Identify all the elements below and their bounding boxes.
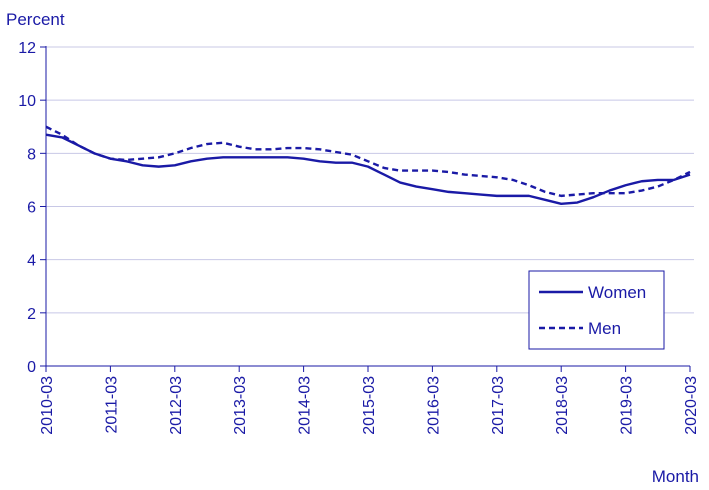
y-tick-label-6: 6 [27, 200, 36, 217]
x-tick-label-2011-03: 2011-03 [103, 376, 120, 434]
x-tick-label-2017-03: 2017-03 [490, 376, 507, 435]
x-tick-label-2018-03: 2018-03 [554, 376, 571, 435]
x-tick-label-2015-03: 2015-03 [361, 376, 378, 435]
y-tick-label-4: 4 [27, 253, 36, 270]
x-tick-label-2016-03: 2016-03 [425, 376, 442, 435]
y-tick-label-10: 10 [18, 93, 36, 110]
legend: Women Men [528, 270, 665, 350]
x-tick-label-2019-03: 2019-03 [619, 376, 636, 435]
x-tick-label-2010-03: 2010-03 [39, 376, 56, 435]
y-tick-label-2: 2 [27, 306, 36, 323]
x-tick-labels: 2010-03 2011-03 2012-03 2013-03 2014-03 2015-… [39, 366, 700, 435]
y-tick-label-8: 8 [27, 146, 36, 163]
y-tick-labels: 0 2 4 6 8 10 12 [18, 40, 46, 376]
legend-label-men: Men [588, 319, 621, 338]
y-axis-title: Percent [6, 10, 65, 29]
x-tick-label-2014-03: 2014-03 [297, 376, 314, 435]
series-line-women [45, 133, 691, 206]
x-axis-title: Month [652, 467, 699, 486]
y-tick-label-12: 12 [18, 40, 36, 57]
series-line-men [45, 125, 691, 198]
legend-box [528, 270, 665, 350]
x-tick-label-2012-03: 2012-03 [168, 376, 185, 435]
legend-label-women: Women [588, 283, 646, 302]
y-tick-label-0: 0 [27, 359, 36, 376]
series-lines [45, 125, 691, 206]
x-tick-label-2020-03: 2020-03 [683, 376, 700, 435]
x-tick-label-2013-03: 2013-03 [232, 376, 249, 435]
